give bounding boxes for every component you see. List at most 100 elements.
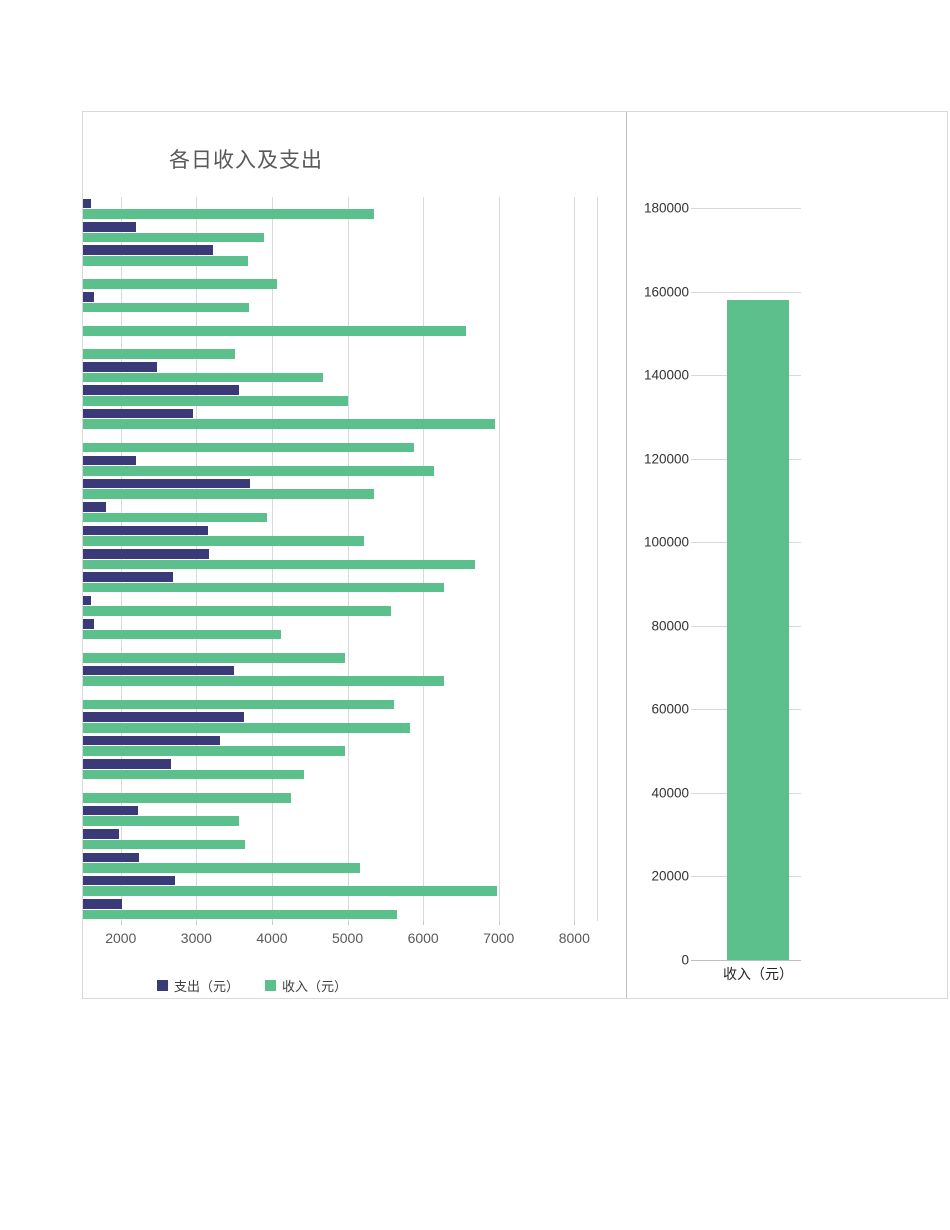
income-bar [83, 279, 277, 289]
expense-bar [83, 292, 95, 302]
income-bar [83, 232, 265, 243]
expense-bar [83, 759, 172, 769]
expense-bar [83, 712, 244, 722]
expense-bar [83, 478, 251, 489]
x-tick-label: 4000 [256, 930, 288, 946]
income-bar [83, 769, 304, 780]
income-swatch-icon [265, 980, 277, 991]
income-bar [83, 746, 346, 756]
x-tick-label: 2000 [105, 930, 137, 946]
expense-bar [83, 735, 220, 746]
income-bar [83, 302, 250, 313]
zero-axis-line [691, 960, 801, 961]
grid-line [271, 197, 273, 921]
y-tick-label: 180000 [643, 200, 689, 216]
expense-bar [83, 805, 139, 816]
income-bar [83, 652, 346, 663]
expense-bar [83, 525, 209, 536]
chart-area: 各日收入及支出 2000 3000 4000 5000 6000 7000 8000 支出（… [82, 111, 948, 999]
income-bar [83, 489, 374, 500]
grid-line [691, 207, 801, 209]
expense-bar [83, 502, 106, 512]
expense-bar [83, 455, 136, 466]
axis-tick [271, 921, 273, 925]
axis-tick [196, 921, 198, 925]
axis-tick [498, 921, 500, 925]
total-bar-category-label: 收入（元） [723, 966, 793, 982]
expense-bar [83, 595, 91, 606]
y-tick-label: 0 [681, 952, 689, 968]
expense-bar [83, 852, 139, 863]
income-bar [83, 816, 240, 827]
income-bar [83, 466, 434, 476]
grid-line [347, 197, 349, 921]
expense-swatch-icon [157, 980, 168, 991]
x-tick-label: 3000 [180, 930, 212, 946]
grid-line [574, 197, 576, 921]
expense-bar [83, 198, 91, 209]
x-tick-label: 5000 [331, 930, 364, 946]
axis-tick [120, 921, 122, 925]
income-bar [83, 582, 445, 593]
income-bar [83, 699, 395, 710]
daily-bars-plot [83, 197, 598, 925]
income-bar [83, 723, 411, 733]
income-bar [83, 886, 498, 897]
expense-bar [83, 829, 120, 839]
y-tick-label: 40000 [651, 785, 689, 801]
axis-tick [347, 921, 349, 925]
grid-line [423, 197, 425, 921]
income-bar [83, 349, 235, 359]
y-tick-label: 140000 [643, 367, 689, 383]
panel-divider [626, 112, 627, 998]
income-bar [83, 512, 267, 523]
income-bar [83, 442, 415, 453]
axis-tick [574, 921, 576, 925]
income-bar [83, 396, 348, 406]
x-tick-label: 7000 [483, 930, 515, 946]
income-bar [83, 909, 398, 920]
y-tick-label: 80000 [651, 618, 689, 634]
income-bar [83, 676, 444, 686]
grid-line [196, 197, 198, 921]
grid-line [691, 291, 801, 293]
plot-right-border [597, 197, 598, 921]
expense-bar [83, 548, 210, 559]
y-tick-label: 160000 [643, 284, 689, 300]
expense-bar [83, 618, 94, 629]
income-bar [83, 209, 374, 219]
legend-label-income: 收入（元） [282, 979, 348, 994]
legend-label-expense: 支出（元） [174, 979, 240, 994]
y-tick-label: 20000 [651, 868, 689, 884]
grid-line [498, 197, 500, 921]
income-bar [83, 325, 467, 336]
axis-tick [423, 921, 425, 925]
income-bar [83, 559, 476, 570]
income-bar [83, 606, 392, 616]
income-bar [83, 793, 291, 803]
legend-item-income: 收入（元） [265, 976, 347, 995]
income-bar [83, 372, 324, 383]
income-bar [83, 419, 495, 429]
grid-line [120, 197, 122, 921]
expense-bar [83, 875, 176, 886]
expense-bar [83, 665, 235, 676]
income-bar [83, 536, 365, 546]
expense-bar [83, 572, 173, 582]
expense-bar [83, 385, 240, 396]
income-bar [83, 629, 282, 640]
legend-item-expense: 支出（元） [157, 976, 239, 995]
income-bar [83, 863, 361, 873]
y-tick-label: 100000 [643, 534, 689, 550]
expense-bar [83, 408, 193, 419]
expense-bar [83, 899, 123, 909]
y-tick-label: 120000 [643, 451, 689, 467]
x-tick-label: 8000 [558, 930, 590, 946]
chart-title: 各日收入及支出 [169, 149, 323, 172]
expense-bar [83, 245, 213, 255]
total-income-bar [727, 299, 789, 960]
x-tick-label: 6000 [407, 930, 439, 946]
y-tick-label: 60000 [651, 701, 689, 717]
expense-bar [83, 362, 158, 372]
